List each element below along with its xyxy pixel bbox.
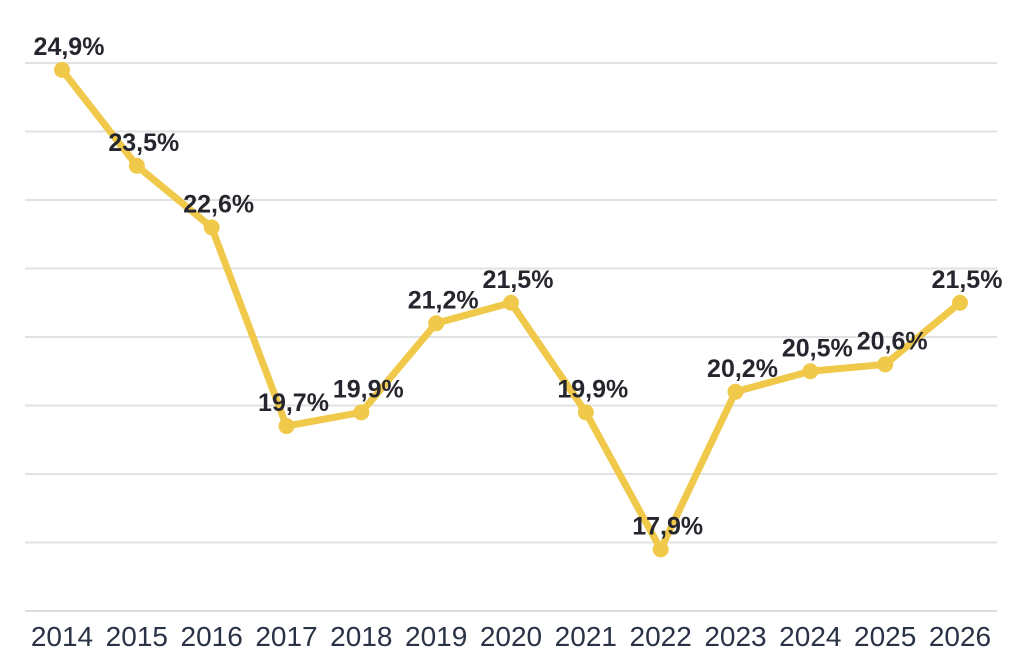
data-point-2021 (577, 404, 594, 421)
data-label-2021: 19,9% (557, 375, 628, 403)
data-label-2018: 19,9% (333, 375, 404, 403)
data-point-2019 (428, 315, 445, 332)
x-tick-label-2017: 2017 (255, 621, 317, 652)
data-point-2014 (54, 61, 70, 78)
x-tick-label-2021: 2021 (555, 621, 617, 652)
data-point-2020 (503, 294, 519, 311)
data-label-2020: 21,5% (483, 266, 554, 294)
data-label-2022: 17,9% (632, 512, 703, 540)
data-label-2025: 20,6% (857, 327, 928, 355)
x-tick-label-2023: 2023 (704, 621, 766, 652)
x-tick-label-2022: 2022 (630, 621, 692, 652)
x-tick-label-2019: 2019 (405, 621, 467, 652)
data-label-2019: 21,2% (408, 286, 479, 314)
x-tick-label-2024: 2024 (779, 621, 841, 652)
data-point-2022 (652, 541, 669, 558)
data-point-2016 (203, 219, 220, 236)
data-label-2023: 20,2% (707, 355, 778, 383)
data-point-2026 (952, 294, 968, 311)
data-point-2017 (278, 418, 295, 435)
data-label-2014: 24,9% (34, 33, 105, 61)
x-tick-label-2015: 2015 (106, 621, 168, 652)
data-label-2024: 20,5% (782, 334, 853, 362)
data-point-2015 (128, 157, 145, 174)
data-point-2018 (353, 404, 370, 421)
x-tick-label-2020: 2020 (480, 621, 542, 652)
x-tick-label-2018: 2018 (330, 621, 392, 652)
data-point-2025 (877, 356, 894, 373)
data-label-2017: 19,7% (258, 389, 329, 417)
data-point-2023 (727, 383, 744, 400)
data-label-2015: 23,5% (108, 129, 179, 157)
data-label-2016: 22,6% (183, 190, 254, 218)
x-tick-label-2026: 2026 (929, 621, 991, 652)
x-tick-label-2016: 2016 (181, 621, 243, 652)
x-tick-label-2025: 2025 (854, 621, 916, 652)
data-label-2026: 21,5% (932, 266, 1003, 294)
data-point-2024 (802, 363, 819, 380)
x-tick-label-2014: 2014 (31, 621, 93, 652)
